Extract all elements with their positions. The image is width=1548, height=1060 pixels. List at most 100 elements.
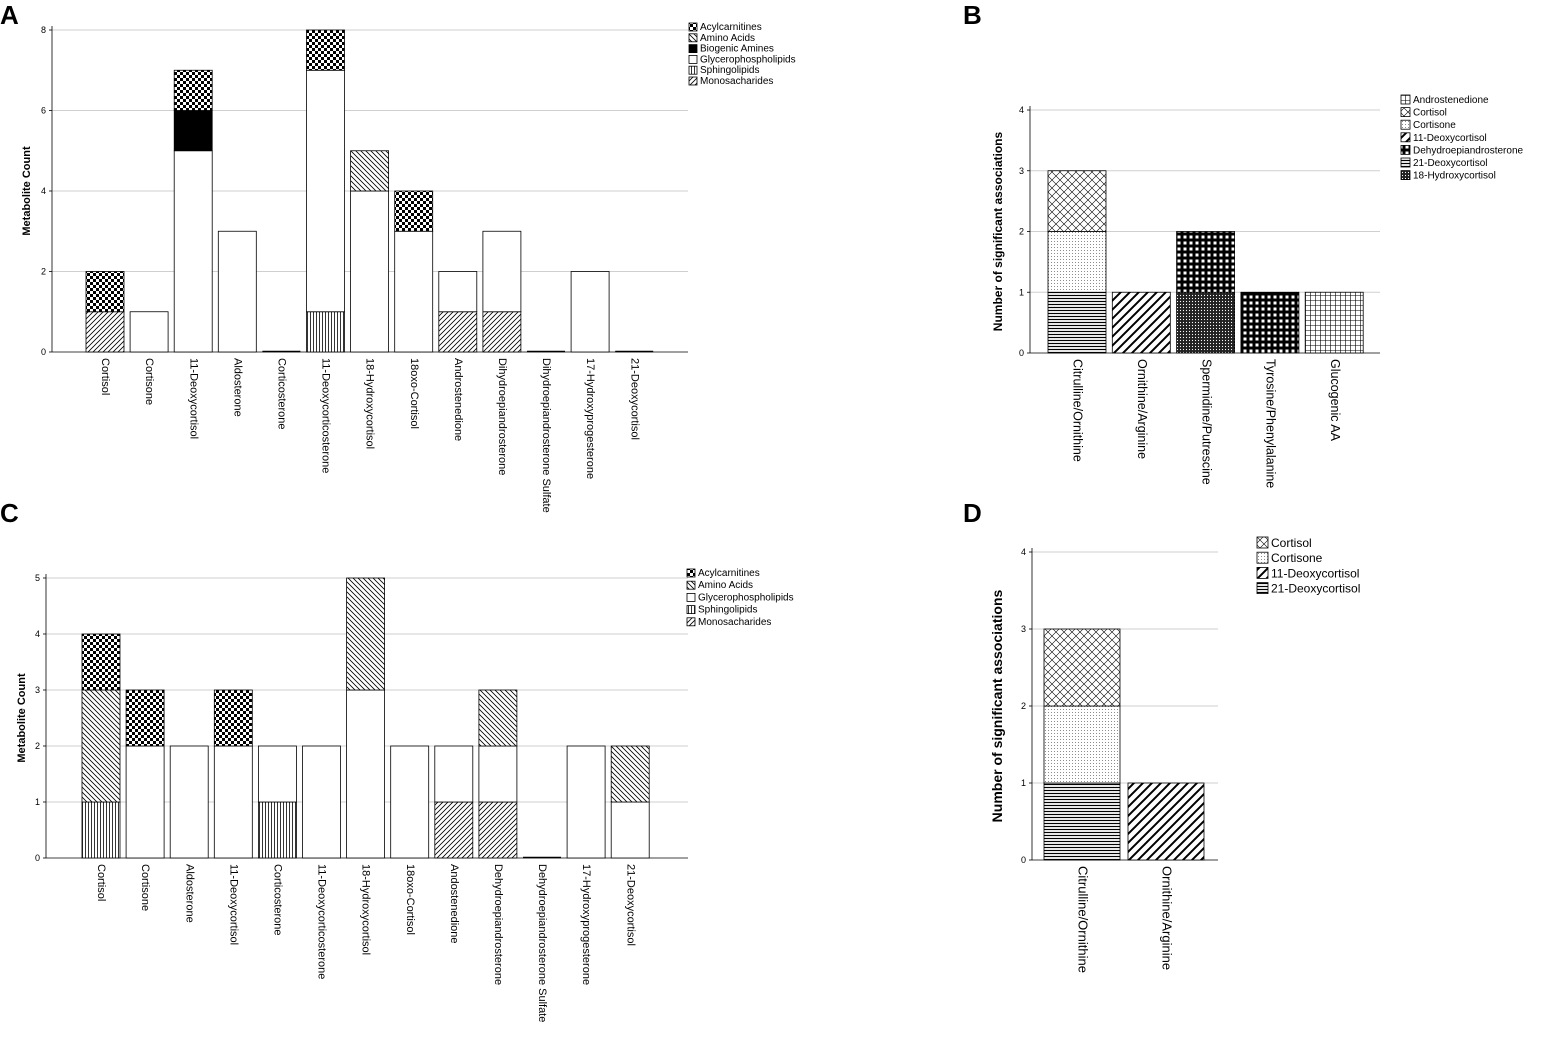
bar-aldosterone-glycerophospholipids [217,230,257,353]
legend-label-glycerophospholipids: Glycerophospholipids [698,592,794,603]
bar-11-deoxycortisol-glycerophospholipids [213,745,253,859]
legend-label-sphingolipids: Sphingolipids [700,65,760,76]
x-tick-label: Cortisol [99,358,111,395]
x-tick-label: 17-Hydroxyprogesterone [580,864,592,985]
bar-17-hydroxyprogesterone-glycerophospholipids [570,271,610,353]
bar-11-deoxycortisol-biogenic-amines [173,110,213,152]
x-tick-label: 18-Hydroxycortisol [360,864,372,955]
y-tick-label: 0 [1021,855,1026,865]
legend-swatch-11-deoxycortisol [1400,132,1411,143]
y-tick-label: 1 [1019,287,1024,297]
bar-18oxo-cortisol-glycerophospholipids [394,230,434,353]
legend-label-monosacharides: Monosacharides [698,617,771,628]
y-axis-label: Number of significant associations [989,589,1005,822]
legend-swatch-acylcarnitines [686,568,696,578]
legend-swatch-cortisone [1400,119,1411,130]
x-tick-label: Glucogenic AA [1328,359,1342,442]
bar-dehydroepiandrosterone-monosacharides [478,801,518,859]
x-tick-label: Corticosterone [275,358,287,430]
y-axis-label: Metabolite Count [21,146,33,236]
legend-label-18-hydroxycortisol: 18-Hydroxycortisol [1413,171,1496,182]
legend-swatch-cortisol [1400,107,1411,117]
bar-cortisol-amino-acids [81,689,121,803]
bar-18-hydroxycortisol-amino-acids [346,577,386,691]
x-tick-label: Androstenedione [452,358,464,441]
bar-cortisone-glycerophospholipids [125,745,165,859]
x-tick-label: 18oxo-Cortisol [404,864,416,935]
y-tick-label: 0 [1019,348,1024,358]
chart-c: 0 1 2 3 4 5 Metabolite Count Cortisol Cortisone A… [16,568,794,1022]
x-tick-label: Aldosterone [183,864,195,923]
bar-ornithine-arginine-11-deoxycortisol [1127,782,1205,861]
legend-label-11-deoxycortisol: 11-Deoxycortisol [1271,566,1359,580]
x-tick-label: 21-Deoxycortisol [624,864,636,946]
x-tick-label: Cortisol [95,864,107,901]
legend-swatch-monosacharides [686,617,696,627]
x-tick-label: Dihydroepiandrosterone [496,358,508,475]
bar-18-hydroxycortisol-glycerophospholipids [350,190,390,353]
y-tick-label: 2 [35,741,40,751]
legend-swatch-amino-acids [686,580,696,590]
legend-swatch-11-deoxycortisol [1256,567,1269,579]
legend-label-cortisone: Cortisone [1413,120,1456,131]
bar-cortisol-sphingolipids [81,801,121,859]
chart-b: 0 1 2 3 4 Number of significant associations C… [991,94,1524,488]
x-tick-label: 11-Deoxycortisol [187,358,199,439]
panel-letter-b: B [963,0,982,30]
y-tick-label: 2 [1021,701,1026,711]
x-tick-label: Citrulline/Ornithine [1076,866,1091,973]
x-tick-label: 11-Deoxycorticosterone [320,358,332,473]
legend-swatch-dehydroepiandrosterone [1400,144,1411,155]
legend-label-dehydroepiandrosterone: Dehydroepiandrosterone [1413,145,1524,156]
bar-21-deoxycortisol-amino-acids [610,745,650,803]
bar-tyrosine-phenylalanine-dehydroepiandrosterone [1240,291,1300,354]
bar-dihydroepiandrosterone-glycerophospholipids [482,230,522,313]
bar-21-deoxycortisol-glycerophospholipids [610,801,650,859]
bar-11-deoxycortisol-acylcarnitines [173,69,213,111]
y-tick-label: 4 [35,629,40,639]
y-tick-label: 4 [1021,547,1026,557]
legend-swatch-sphingolipids [688,65,698,75]
bar-aldosterone-glycerophospholipids [169,745,209,859]
x-tick-label: 11-Deoxycortisol [227,864,239,945]
legend-label-amino-acids: Amino Acids [700,33,755,44]
x-tick-label: Cortisone [139,864,151,911]
legend-swatch-biogenic-amines [688,44,698,53]
bar-androstenedione-monosacharides [438,311,478,353]
bar-andostenedione-glycerophospholipids [434,745,474,803]
bar-cortisone-glycerophospholipids [129,311,169,353]
bar-spermidine-putrescine-18-hydroxycortisol [1176,291,1235,354]
x-tick-label: 18oxo-Cortisol [408,358,420,429]
x-tick-label: Andostenedione [448,864,460,944]
x-tick-label: 21-Deoxycortisol [628,358,640,440]
x-tick-label: Aldosterone [231,358,243,417]
bar-cortisone-acylcarnitines [125,689,165,747]
y-tick-label: 0 [35,853,40,863]
y-tick-label: 8 [41,25,46,35]
bar-androstenedione-glycerophospholipids [438,271,478,313]
panel-letter-c: C [0,498,19,528]
y-axis-label: Metabolite Count [16,673,28,763]
bar-citrulline-ornithine-cortisone [1047,231,1107,293]
bar-17-hydroxyprogesterone-glycerophospholipids [566,745,606,859]
bar-18-hydroxycortisol-amino-acids [350,150,390,192]
legend-swatch-glycerophospholipids [688,55,698,64]
legend-label-acylcarnitines: Acylcarnitines [700,22,762,33]
bar-dehydroepiandrosterone-amino-acids [478,689,518,747]
y-tick-label: 5 [35,573,40,583]
y-tick-label: 1 [35,797,40,807]
y-tick-label: 2 [41,267,46,277]
bar-11-deoxycorticosterone-glycerophospholipids [302,745,341,859]
y-tick-label: 3 [1019,166,1024,176]
legend-label-11-deoxycortisol: 11-Deoxycortisol [1413,133,1487,144]
bar-citrulline-ornithine-cortisone [1043,705,1121,784]
legend-swatch-glycerophospholipids [686,593,696,602]
x-tick-label: Spermidine/Putrescine [1199,359,1213,485]
bar-corticosterone-glycerophospholipids [257,745,297,803]
y-tick-label: 1 [1021,778,1026,788]
y-tick-label: 3 [1021,624,1026,634]
legend-label-sphingolipids: Sphingolipids [698,605,758,616]
bar-citrulline-ornithine-cortisol [1047,170,1107,232]
bar-spermidine-putrescine-dehydroepiandrosterone [1176,231,1235,293]
legend-label-cortisol: Cortisol [1413,108,1447,119]
